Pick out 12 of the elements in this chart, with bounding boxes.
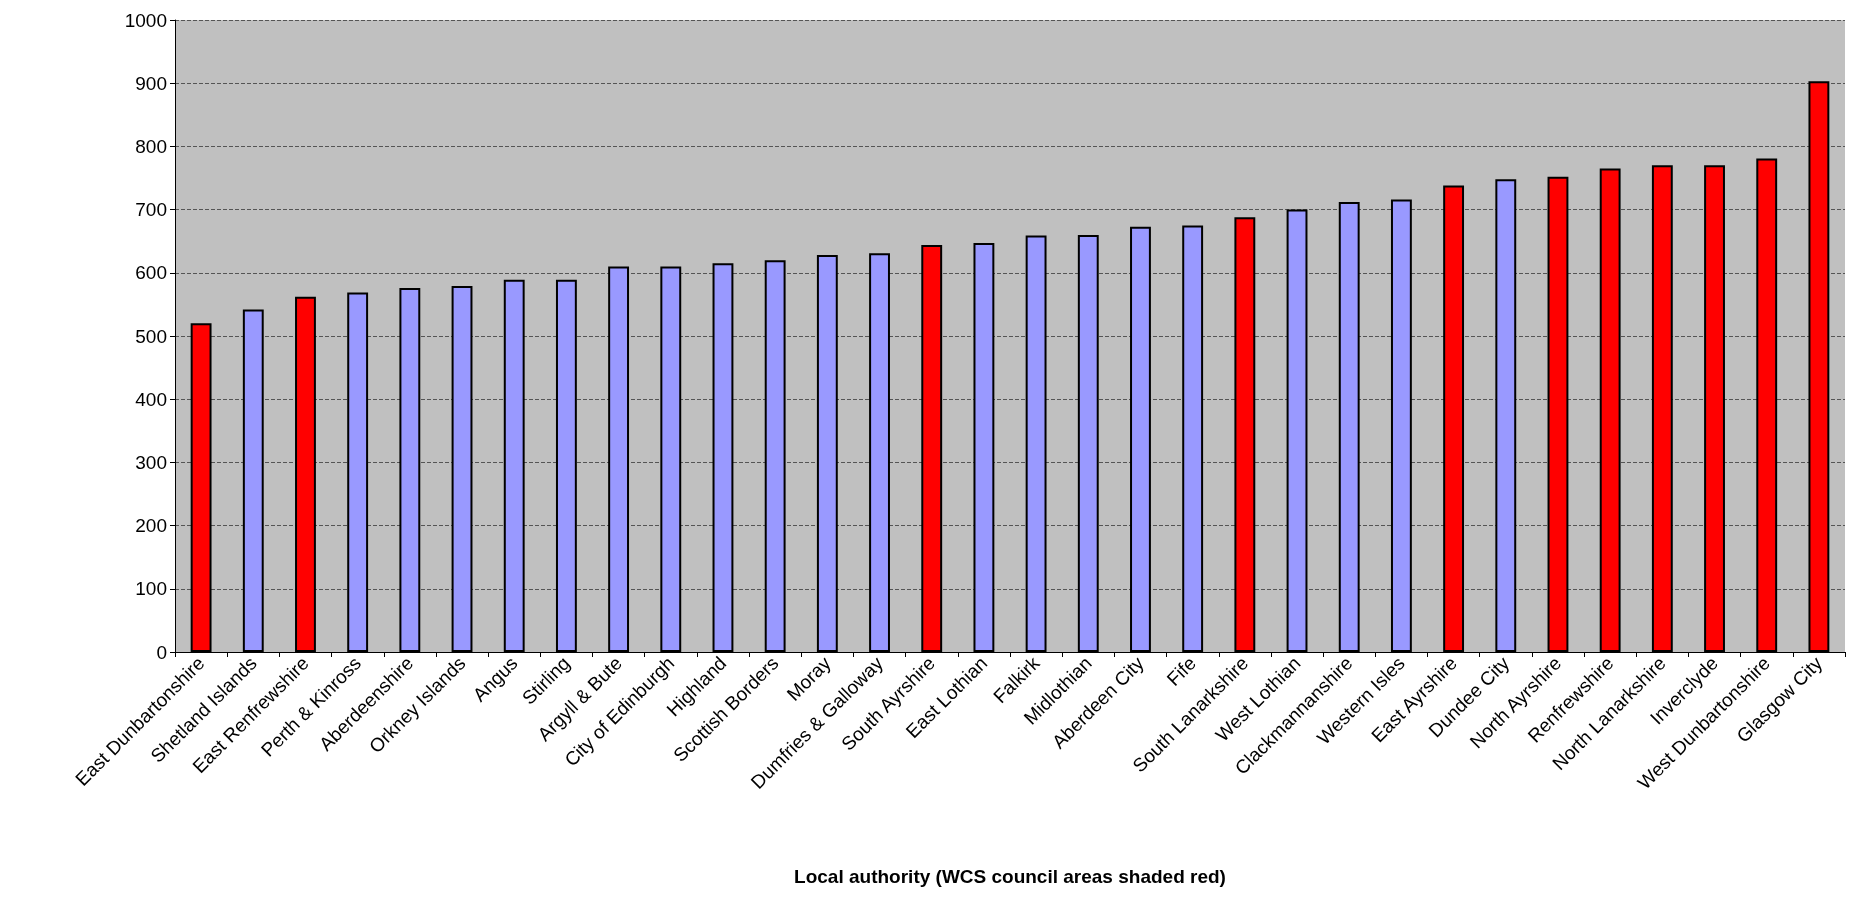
y-tick-label: 500 [135, 325, 167, 347]
y-tick-label: 1000 [124, 9, 167, 31]
y-tick-label: 600 [135, 262, 167, 284]
y-tick-label: 200 [135, 515, 167, 537]
y-tick-label: 700 [135, 199, 167, 221]
y-tick-label: 900 [135, 72, 167, 94]
y-tick-label: 100 [135, 578, 167, 600]
y-tick-label: 400 [135, 388, 167, 410]
y-tick-label: 800 [135, 135, 167, 157]
y-tick-label: 300 [135, 451, 167, 473]
y-tick-label: 0 [156, 641, 167, 663]
x-axis-title: Local authority (WCS council areas shaded red) [794, 866, 1226, 887]
